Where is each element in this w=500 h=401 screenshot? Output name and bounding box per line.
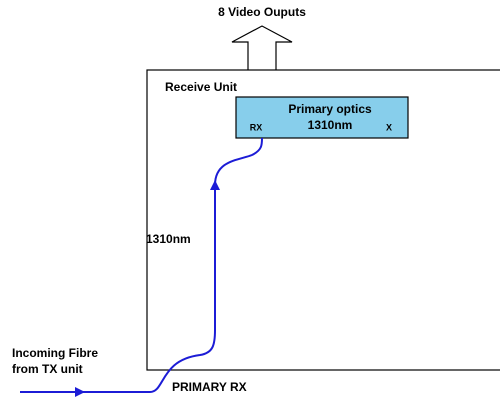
x-label: X xyxy=(386,122,392,132)
source-label: Incoming Fibre xyxy=(12,346,98,360)
rx-label: RX xyxy=(250,122,263,132)
optics-title: Primary optics xyxy=(288,102,372,116)
fibre-top xyxy=(214,137,263,186)
fibre-label: 1310nm xyxy=(146,232,191,246)
output-arrow xyxy=(231,25,293,70)
optics-box xyxy=(235,96,409,139)
title: 8 Video Ouputs xyxy=(218,5,306,19)
fibre xyxy=(80,180,220,393)
optics-wavelength: 1310nm xyxy=(308,118,353,132)
port-label: PRIMARY RX xyxy=(172,380,247,394)
source-label: from TX unit xyxy=(12,362,83,376)
unit-label: Receive Unit xyxy=(165,80,237,94)
